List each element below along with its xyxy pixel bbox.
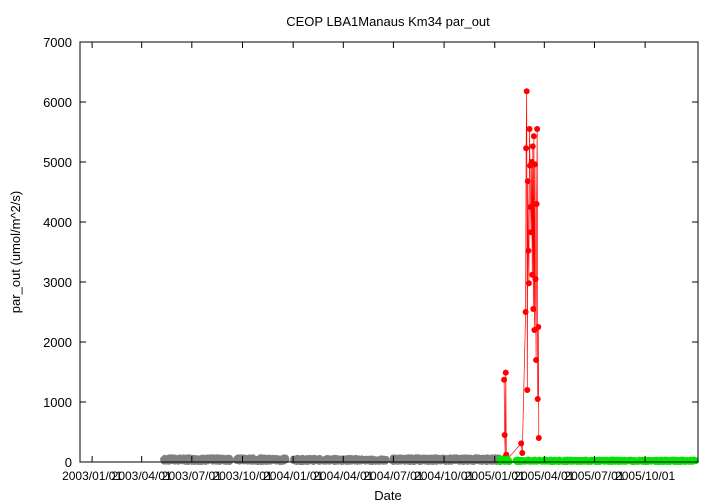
data-point [524,178,531,185]
data-point [692,458,699,465]
y-axis: 0 1000 2000 3000 4000 5000 6000 7000 [43,35,698,470]
series-1 [160,454,504,465]
y-tick-label: 3000 [43,275,72,290]
data-point [529,143,536,150]
data-point [519,450,526,456]
x-tick-label: 2005/01/01 [465,469,525,483]
data-point [529,271,536,278]
data-point [535,324,542,330]
y-tick-label: 7000 [43,35,72,50]
data-point [533,357,540,363]
data-point [527,204,534,210]
data-point [523,145,530,152]
x-tick-label: 2003/07/01 [162,469,222,483]
data-point [533,201,540,207]
data-point [525,247,532,254]
x-tick-label: 2005/04/01 [514,469,574,483]
y-tick-label: 6000 [43,95,72,110]
y-tick-label: 1000 [43,395,72,410]
data-point [525,280,532,287]
data-point [526,126,533,132]
x-tick-label: 2004/04/01 [313,469,373,483]
y-axis-label: par_out (umol/m^2/s) [8,191,23,313]
series-3 [496,455,699,465]
y-tick-label: 4000 [43,215,72,230]
data-point [501,376,508,383]
x-tick-label: 2005/10/01 [615,469,675,483]
y-tick-label: 5000 [43,155,72,170]
data-point [523,88,530,95]
data-point [532,276,539,282]
data-point [501,432,508,438]
y-tick-label: 0 [65,455,72,470]
data-point [383,455,390,462]
data-point [524,387,531,393]
x-axis: 2003/01/012003/04/012003/07/012003/10/01… [62,42,675,483]
x-axis-label: Date [374,488,401,503]
data-point [530,133,537,140]
y-tick-label: 2000 [43,335,72,350]
x-tick-label: 2003/01/01 [62,469,122,483]
data-point [522,309,529,315]
data-point [528,229,535,236]
x-tick-label: 2003/10/01 [212,469,272,483]
series-2 [501,88,542,463]
x-tick-label: 2003/04/01 [112,469,172,483]
data-point [518,440,525,447]
data-point [530,306,537,312]
data-point [534,396,541,402]
x-tick-label: 2004/10/01 [414,469,474,483]
chart-title: CEOP LBA1Manaus Km34 par_out [286,14,490,29]
plot-frame [79,41,699,463]
x-tick-label: 2004/01/01 [263,469,323,483]
x-tick-label: 2004/07/01 [363,469,423,483]
data-point [531,161,538,168]
data-point [535,435,542,441]
plot-area [160,88,699,465]
data-point [534,126,541,132]
x-tick-label: 2005/07/01 [564,469,624,483]
data-point [502,369,509,376]
